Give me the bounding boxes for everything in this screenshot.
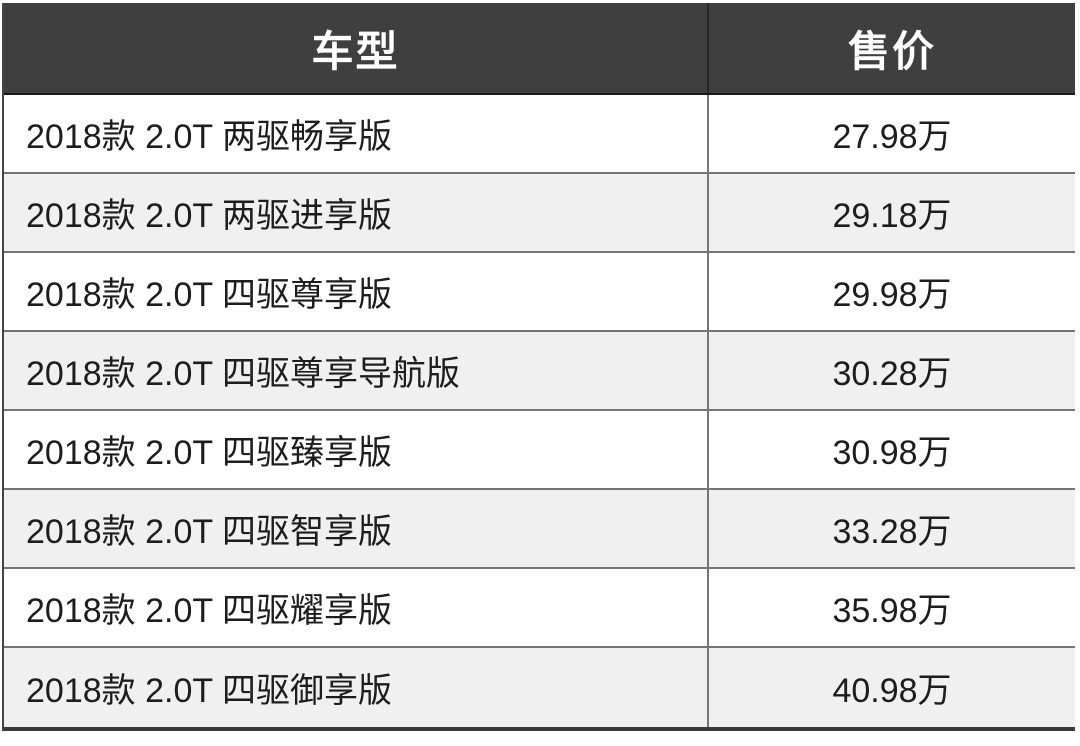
- table-row: 2018款 2.0T 两驱进享版 29.18万: [4, 174, 1075, 253]
- model-cell-text: 2018款 2.0T 四驱耀享版: [26, 592, 392, 630]
- model-cell: 2018款 2.0T 四驱智享版: [4, 490, 709, 567]
- model-cell: 2018款 2.0T 四驱耀享版: [4, 569, 709, 646]
- price-cell: 27.98万: [709, 95, 1075, 172]
- car-price-table: 车型 售价 2018款 2.0T 两驱畅享版 27.98万 2018款 2.0T…: [2, 3, 1075, 731]
- table-row: 2018款 2.0T 四驱尊享版 29.98万: [4, 253, 1075, 332]
- price-cell: 29.98万: [709, 253, 1075, 330]
- price-cell: 29.18万: [709, 174, 1075, 251]
- model-cell-text: 2018款 2.0T 四驱御享版: [26, 672, 392, 710]
- price-cell: 33.28万: [709, 490, 1075, 567]
- price-cell-text: 35.98万: [832, 592, 952, 630]
- table-body: 2018款 2.0T 两驱畅享版 27.98万 2018款 2.0T 两驱进享版…: [4, 95, 1075, 727]
- price-cell-text: 40.98万: [832, 672, 952, 710]
- price-cell-text: 27.98万: [832, 118, 952, 156]
- price-cell-text: 33.28万: [832, 513, 952, 551]
- table-row: 2018款 2.0T 四驱尊享导航版 30.28万: [4, 332, 1075, 411]
- model-cell-text: 2018款 2.0T 四驱智享版: [26, 513, 392, 551]
- price-cell: 35.98万: [709, 569, 1075, 646]
- table-row: 2018款 2.0T 四驱智享版 33.28万: [4, 490, 1075, 569]
- price-cell-text: 30.98万: [832, 434, 952, 472]
- model-cell: 2018款 2.0T 四驱尊享导航版: [4, 332, 709, 409]
- price-cell: 40.98万: [709, 648, 1075, 727]
- model-cell: 2018款 2.0T 两驱进享版: [4, 174, 709, 251]
- model-cell: 2018款 2.0T 两驱畅享版: [4, 95, 709, 172]
- model-cell-text: 2018款 2.0T 四驱尊享版: [26, 276, 392, 314]
- table-row: 2018款 2.0T 四驱御享版 40.98万: [4, 648, 1075, 727]
- table-header-row: 车型 售价: [4, 3, 1075, 95]
- table-row: 2018款 2.0T 四驱臻享版 30.98万: [4, 411, 1075, 490]
- model-cell-text: 2018款 2.0T 四驱尊享导航版: [26, 355, 460, 393]
- model-cell-text: 2018款 2.0T 两驱畅享版: [26, 118, 392, 156]
- header-price-column: 售价: [847, 27, 936, 75]
- table-row: 2018款 2.0T 两驱畅享版 27.98万: [4, 95, 1075, 174]
- model-cell: 2018款 2.0T 四驱尊享版: [4, 253, 709, 330]
- price-cell-text: 29.18万: [832, 197, 952, 235]
- model-cell: 2018款 2.0T 四驱臻享版: [4, 411, 709, 488]
- model-cell-text: 2018款 2.0T 四驱臻享版: [26, 434, 392, 472]
- model-cell: 2018款 2.0T 四驱御享版: [4, 648, 709, 727]
- price-cell: 30.28万: [709, 332, 1075, 409]
- price-cell-text: 29.98万: [832, 276, 952, 314]
- price-cell-text: 30.28万: [832, 355, 952, 393]
- header-model-column: 车型: [4, 3, 709, 93]
- table-row: 2018款 2.0T 四驱耀享版 35.98万: [4, 569, 1075, 648]
- model-cell-text: 2018款 2.0T 两驱进享版: [26, 197, 392, 235]
- price-cell: 30.98万: [709, 411, 1075, 488]
